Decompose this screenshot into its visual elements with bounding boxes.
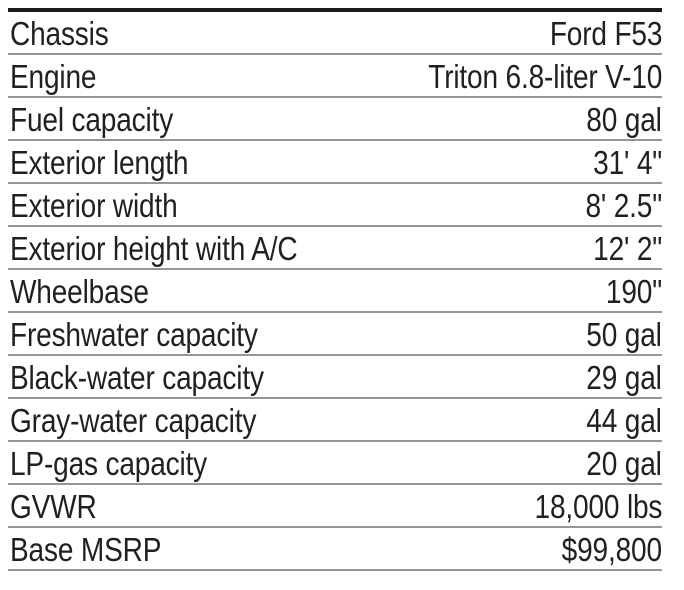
spec-value: 29 gal (586, 359, 663, 396)
table-top-rule (8, 8, 662, 12)
spec-row: Chassis Ford F53 (8, 12, 662, 55)
spec-label: Chassis (10, 15, 109, 52)
spec-value: 12' 2" (593, 230, 662, 267)
spec-label: Base MSRP (10, 531, 162, 568)
spec-label: Engine (10, 58, 97, 95)
spec-row: Base MSRP $99,800 (8, 528, 662, 571)
spec-row: Black-water capacity 29 gal (8, 356, 662, 399)
spec-value: 50 gal (586, 316, 663, 353)
spec-value: 31' 4" (593, 144, 662, 181)
spec-label: Freshwater capacity (10, 316, 258, 353)
spec-value: Ford F53 (549, 15, 663, 52)
spec-value: 8' 2.5" (585, 187, 662, 224)
spec-row: Exterior width 8' 2.5" (8, 184, 662, 227)
spec-row: Freshwater capacity 50 gal (8, 313, 662, 356)
spec-value: $99,800 (561, 531, 662, 568)
spec-value: 190" (605, 273, 662, 310)
spec-label: Wheelbase (10, 273, 149, 310)
spec-label: Exterior length (10, 144, 189, 181)
spec-value: Triton 6.8-liter V-10 (428, 58, 662, 95)
spec-row: Fuel capacity 80 gal (8, 98, 662, 141)
spec-label: GVWR (10, 488, 97, 525)
spec-rows: Chassis Ford F53 Engine Triton 6.8-liter V-… (8, 12, 662, 571)
spec-row: LP-gas capacity 20 gal (8, 442, 662, 485)
spec-value: 80 gal (586, 101, 663, 138)
spec-label: Exterior width (10, 187, 178, 224)
spec-label: LP-gas capacity (10, 445, 208, 482)
spec-value: 20 gal (586, 445, 663, 482)
spec-row: Wheelbase 190" (8, 270, 662, 313)
spec-row: Exterior length 31' 4" (8, 141, 662, 184)
spec-label: Exterior height with A/C (10, 230, 298, 267)
spec-label: Black-water capacity (10, 359, 264, 396)
spec-value: 18,000 lbs (534, 488, 662, 525)
spec-value: 44 gal (586, 402, 663, 439)
spec-row: Engine Triton 6.8-liter V-10 (8, 55, 662, 98)
spec-label: Fuel capacity (10, 101, 174, 138)
spec-table: Chassis Ford F53 Engine Triton 6.8-liter V-… (8, 8, 662, 571)
spec-row: Exterior height with A/C 12' 2" (8, 227, 662, 270)
spec-row: GVWR 18,000 lbs (8, 485, 662, 528)
spec-label: Gray-water capacity (10, 402, 257, 439)
spec-row: Gray-water capacity 44 gal (8, 399, 662, 442)
